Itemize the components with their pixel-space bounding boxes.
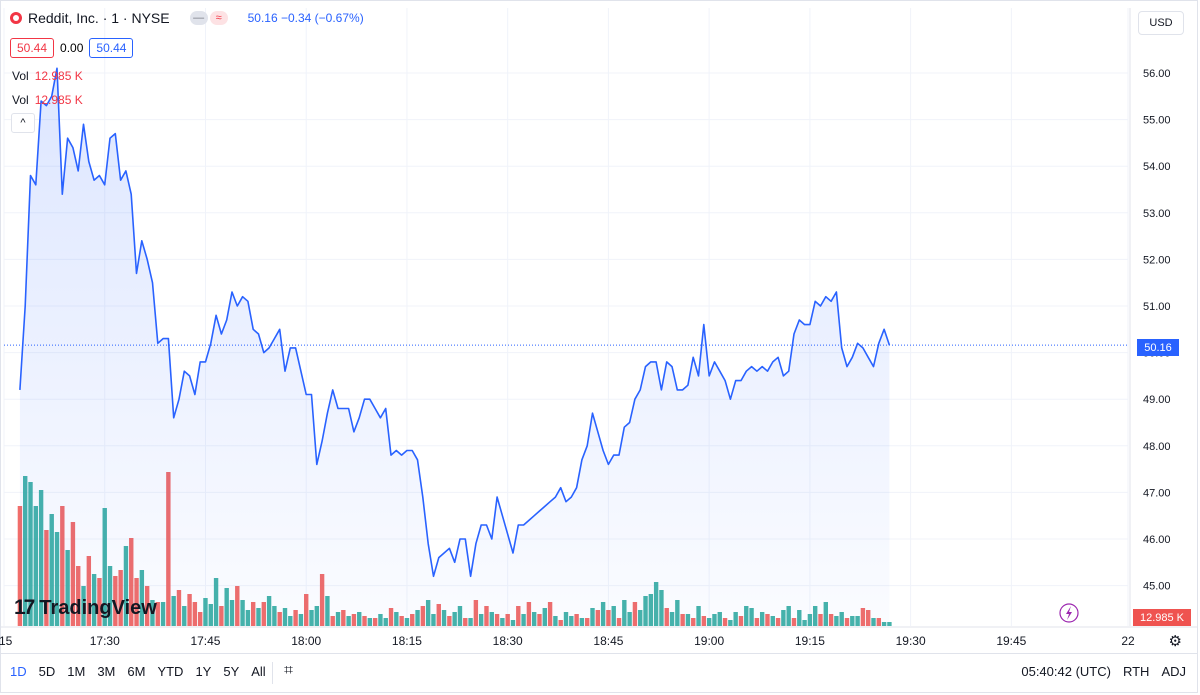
bottom-right-controls: 05:40:42 (UTC) RTH ADJ [1021,664,1186,679]
range-ytd[interactable]: YTD [157,664,184,679]
x-tick-label: 17:45 [190,634,220,648]
y-tick-label: 55.00 [1143,115,1171,127]
y-tick-label: 46.00 [1143,534,1171,546]
y-tick-label: 48.00 [1143,441,1171,453]
ohlc-row: 50.44 0.00 50.44 [10,38,134,58]
toolbar-divider [272,662,273,684]
range-1d[interactable]: 1D [10,664,27,679]
x-tick-label: 22 [1121,634,1135,648]
volume-badge-label: 12.985 K [1140,612,1185,624]
tradingview-logo[interactable]: 17 TradingView [14,596,157,620]
replay-icon[interactable] [1059,603,1079,623]
price-area-fill [19,68,890,627]
range-selector: 1D 5D 1M 3M 6M YTD 1Y 5Y All [10,664,266,679]
vol-value: 12.985 K [34,93,83,107]
tradingview-mark-icon: 17 [14,596,35,619]
price-axis[interactable]: 56.0055.0054.0053.0052.0051.0050.0049.00… [1129,8,1171,626]
y-tick-label: 54.00 [1143,161,1171,173]
collapse-legend-button[interactable]: ^ [11,113,35,133]
tradingview-wordmark: TradingView [39,596,157,619]
calendar-icon[interactable]: ⌗ [284,662,294,679]
x-tick-label: 17:30 [90,634,120,648]
vol-label: Vol [12,93,29,107]
symbol-title[interactable]: Reddit, Inc. · 1 · NYSE [28,10,170,26]
volume-badge: 12.985 K [1133,609,1191,626]
x-tick-label: 19:45 [996,634,1026,648]
y-tick-label: 52.00 [1143,254,1171,266]
ask-box[interactable]: 50.44 [89,38,134,58]
rth-toggle[interactable]: RTH [1122,664,1150,679]
x-tick-label: 18:45 [593,634,623,648]
x-tick-label: 19:00 [694,634,724,648]
y-tick-label: 53.00 [1143,208,1171,220]
reddit-logo-icon [10,12,22,24]
range-5y[interactable]: 5Y [223,664,240,679]
range-6m[interactable]: 6M [127,664,146,679]
price-line [19,67,891,578]
vol-value: 12.985 K [34,69,83,83]
range-5d[interactable]: 5D [38,664,56,679]
range-all[interactable]: All [251,664,266,679]
range-3m[interactable]: 3M [97,664,116,679]
x-tick-label: 19:30 [896,634,926,648]
adj-toggle[interactable]: ADJ [1161,664,1186,679]
spread-value: 0.00 [60,41,84,55]
gear-icon[interactable]: ⚙ [1168,633,1182,650]
bid-box[interactable]: 50.44 [10,38,55,58]
utc-time[interactable]: 05:40:42 (UTC) [1021,664,1111,679]
volume-legend-2: Vol 12.985 K [12,93,83,107]
y-tick-label: 49.00 [1143,394,1171,406]
last-price-badge: 50.16 [1137,339,1179,356]
y-tick-label: 45.00 [1143,581,1171,593]
volume-bar [887,622,892,626]
volume-legend-1: Vol 12.985 K [12,69,83,83]
y-tick-label: 56.00 [1143,68,1171,80]
symbol-header: Reddit, Inc. · 1 · NYSE — ≈ 50.16 −0.34 … [10,10,364,26]
x-tick-label: 18:15 [392,634,422,648]
pill-b[interactable]: ≈ [209,11,228,25]
vol-label: Vol [12,69,29,83]
x-tick-label: 18:00 [291,634,321,648]
bottom-toolbar: 1D 5D 1M 3M 6M YTD 1Y 5Y All ⌗ 05:40:42 … [0,653,1198,693]
x-tick-label: 19:15 [795,634,825,648]
x-tick-label: :15 [0,634,13,648]
range-1y[interactable]: 1Y [195,664,212,679]
range-1m[interactable]: 1M [67,664,86,679]
time-axis[interactable]: :15 17:30 17:45 18:00 18:15 18:30 18:45 19:00 19… [0,626,1198,648]
y-tick-label: 47.00 [1143,487,1171,499]
currency-selector[interactable]: USD [1138,11,1184,35]
price-change: 50.16 −0.34 (−0.67%) [247,11,364,25]
last-price-label: 50.16 [1144,342,1172,354]
indicator-pill[interactable]: — ≈ [189,11,228,25]
pill-a[interactable]: — [189,11,208,25]
x-tick-label: 18:30 [493,634,523,648]
y-tick-label: 51.00 [1143,301,1171,313]
